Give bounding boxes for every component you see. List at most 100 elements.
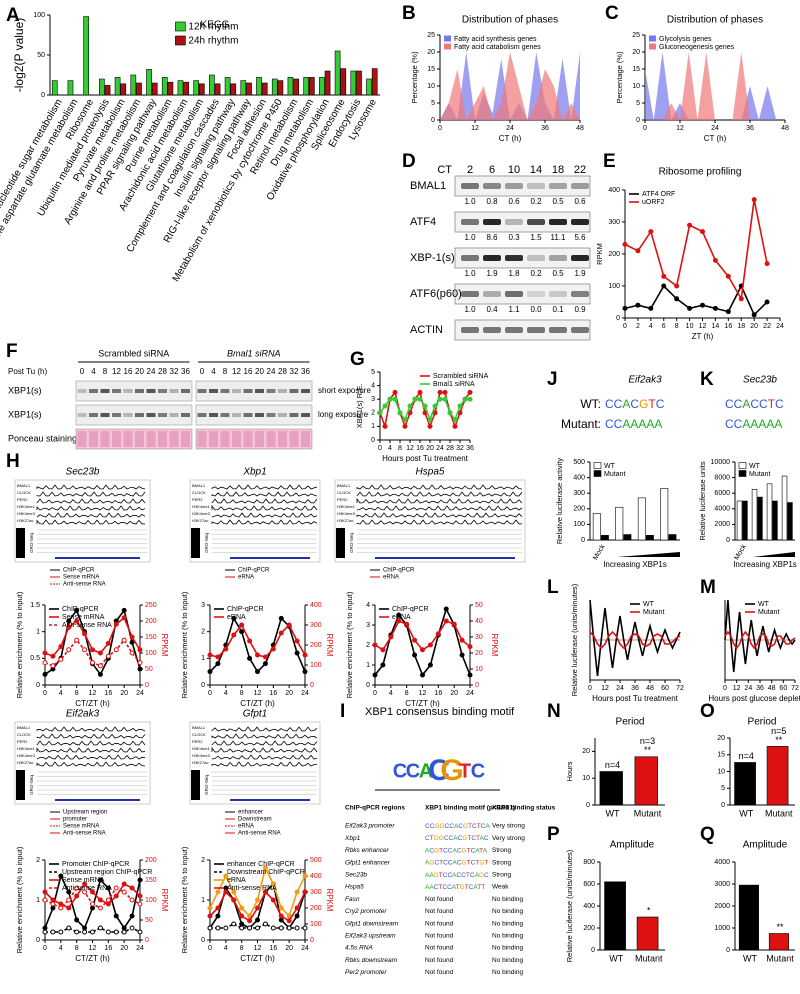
y-tick-label: 3 xyxy=(201,602,205,609)
x-axis-label: Increasing XBP1s xyxy=(603,560,667,569)
track-label: H3K27ac xyxy=(192,518,208,523)
x-axis-label: CT/ZT (h) xyxy=(240,699,275,708)
band xyxy=(289,389,299,393)
point xyxy=(255,669,260,675)
bar xyxy=(366,78,372,96)
point xyxy=(262,889,268,895)
point xyxy=(404,621,410,627)
x-axis-label: Hours post glucose depletion xyxy=(708,694,800,703)
x-tick-label: Mutant xyxy=(635,953,663,963)
y-axis-label: Relative luciferase (units/minutes) xyxy=(570,583,579,696)
point xyxy=(66,618,72,624)
x-tick-label: 14 xyxy=(712,323,720,330)
x-tick-label: WT xyxy=(606,808,620,818)
point xyxy=(207,652,213,658)
band xyxy=(77,389,87,393)
bar xyxy=(99,78,105,96)
y2-axis-label: RPKM xyxy=(160,633,169,656)
track-signal xyxy=(36,740,146,746)
track-signal xyxy=(36,505,146,511)
point xyxy=(207,925,213,931)
y-axis-label: Relative enrichment (% to input) xyxy=(15,591,24,698)
bar xyxy=(240,80,247,96)
band xyxy=(123,431,133,447)
exposure-note: short exposure xyxy=(318,386,371,395)
y-tick-label: 3 xyxy=(366,622,370,629)
time-label: 32 xyxy=(290,367,299,376)
track-label: BMAL1 xyxy=(192,725,206,730)
y-tick-label: 3 xyxy=(371,396,375,403)
y-tick-label: 0 xyxy=(201,937,205,944)
table-cell: Rbks enhancer xyxy=(345,847,390,854)
track-label: PER2 xyxy=(17,739,28,744)
gene-name: Sec23b xyxy=(66,467,100,478)
track-signal xyxy=(356,505,523,511)
x-tick-label: 36 xyxy=(756,685,764,692)
time-label: 16 xyxy=(244,367,253,376)
point xyxy=(302,669,308,675)
bar xyxy=(198,83,205,96)
bar xyxy=(736,500,743,541)
y-tick-label: 200 xyxy=(583,925,595,932)
track-label: H3K4me3 xyxy=(17,753,36,758)
sequence: AGCTCCACGTCTGT xyxy=(425,859,488,866)
panel-letter: N xyxy=(547,701,561,722)
point xyxy=(121,607,127,613)
group-label: Scrambled siRNA xyxy=(98,348,169,358)
point xyxy=(725,273,731,279)
table-cell: Gfpt1 downstream xyxy=(345,920,399,927)
band xyxy=(278,413,287,417)
x-tick-label: 48 xyxy=(576,125,584,132)
point xyxy=(459,652,465,658)
panel-letter: Q xyxy=(700,824,715,845)
point xyxy=(82,889,88,895)
track-frame xyxy=(189,479,321,563)
point xyxy=(377,410,383,416)
band-quant: 1.8 xyxy=(508,269,520,278)
point xyxy=(97,877,103,883)
point xyxy=(462,396,468,402)
band-quant: 0.5 xyxy=(552,269,564,278)
band xyxy=(571,183,589,189)
track-label: PER2 xyxy=(192,739,203,744)
track-label: PER2 xyxy=(17,497,28,502)
x-tick-label: 36 xyxy=(631,685,639,692)
table-cell: Hspa5 xyxy=(345,884,364,891)
point xyxy=(432,403,438,409)
band xyxy=(461,291,479,297)
time-label: 0 xyxy=(80,367,85,376)
blot-label: ATF4 xyxy=(410,216,436,228)
panel-letter: J xyxy=(547,369,558,390)
point xyxy=(50,929,56,935)
point xyxy=(223,646,229,652)
bar xyxy=(660,488,669,541)
x-tick-label: 0 xyxy=(438,125,442,132)
point xyxy=(417,396,423,402)
point xyxy=(207,913,213,919)
point xyxy=(412,637,418,643)
point xyxy=(223,925,229,931)
bar xyxy=(224,77,231,96)
track-label: CLOCK xyxy=(337,490,351,495)
y-tick-label: 0 xyxy=(366,682,370,689)
x-tick-label: Mutant xyxy=(766,953,794,963)
point xyxy=(700,229,705,235)
legend-label: Upstream region ChIP-qPCR xyxy=(62,869,152,876)
y-tick-label: 300 xyxy=(608,219,620,226)
y-tick-label: 5 xyxy=(431,100,435,107)
table-cell: 4.5s RNA xyxy=(345,945,373,952)
bar xyxy=(177,80,184,96)
band xyxy=(255,413,264,417)
point xyxy=(105,897,111,903)
point xyxy=(129,639,135,645)
table-cell: No binding xyxy=(492,908,523,915)
y-tick-label: 200 xyxy=(573,506,585,513)
point xyxy=(402,423,408,429)
point xyxy=(82,647,88,653)
y-tick-label: 0 xyxy=(636,117,640,124)
track-label: BMAL1 xyxy=(17,483,31,488)
point xyxy=(239,925,245,931)
y-tick-label: 2 xyxy=(201,857,205,864)
point xyxy=(294,638,300,644)
legend-label: 24h rhythm xyxy=(188,36,238,47)
